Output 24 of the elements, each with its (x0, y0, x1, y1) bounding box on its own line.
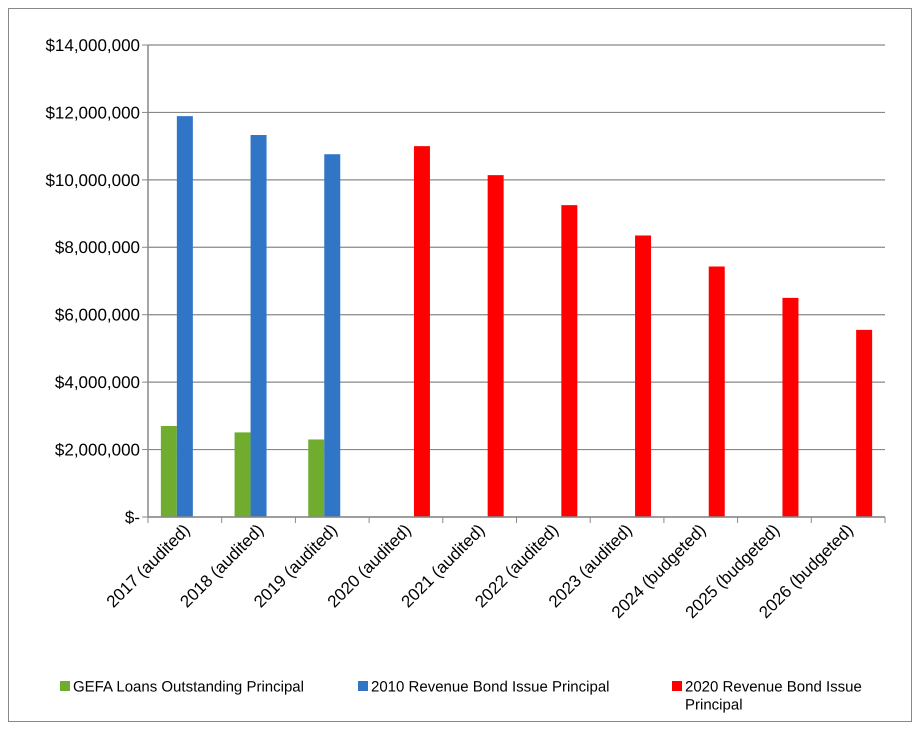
legend-label: 2010 Revenue Bond Issue Principal (371, 678, 610, 696)
y-tick-label: $- (124, 508, 140, 527)
y-tick-label: $10,000,000 (45, 170, 140, 190)
y-tick-label: $14,000,000 (45, 36, 140, 55)
legend-label: GEFA Loans Outstanding Principal (73, 678, 304, 696)
y-tick-label: $4,000,000 (54, 373, 140, 392)
y-tick-label: $12,000,000 (45, 103, 140, 122)
bar (324, 154, 340, 517)
bar (782, 298, 798, 517)
bar (308, 439, 324, 517)
bar (708, 266, 725, 517)
bar (250, 135, 267, 517)
bar (856, 330, 872, 517)
bar (561, 205, 578, 517)
y-tick-label: $2,000,000 (54, 440, 140, 460)
bar (488, 175, 504, 517)
bar (160, 426, 177, 517)
bar (414, 146, 430, 517)
y-tick-label: $6,000,000 (54, 306, 140, 325)
y-tick-label: $8,000,000 (54, 238, 140, 258)
bar (635, 235, 652, 517)
legend-label: 2020 Revenue Bond Issue Principal (685, 678, 862, 714)
bar (234, 432, 251, 517)
bar (176, 116, 193, 517)
